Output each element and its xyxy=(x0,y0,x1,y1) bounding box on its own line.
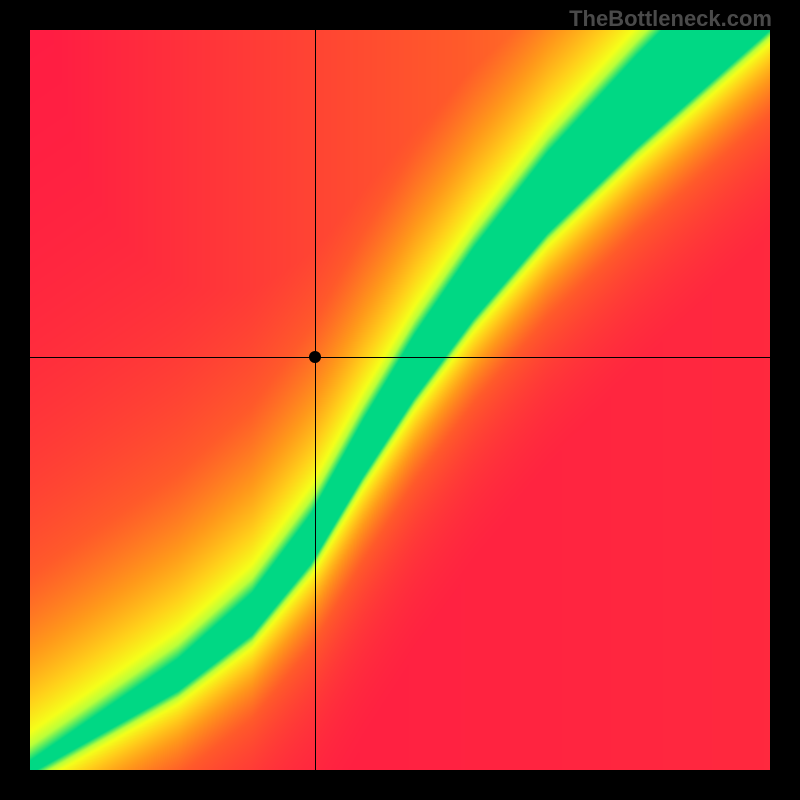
crosshair-marker xyxy=(309,351,321,363)
plot-area xyxy=(30,30,770,770)
heatmap-canvas xyxy=(30,30,770,770)
crosshair-vertical xyxy=(315,30,316,770)
watermark: TheBottleneck.com xyxy=(569,6,772,32)
crosshair-horizontal xyxy=(30,357,770,358)
